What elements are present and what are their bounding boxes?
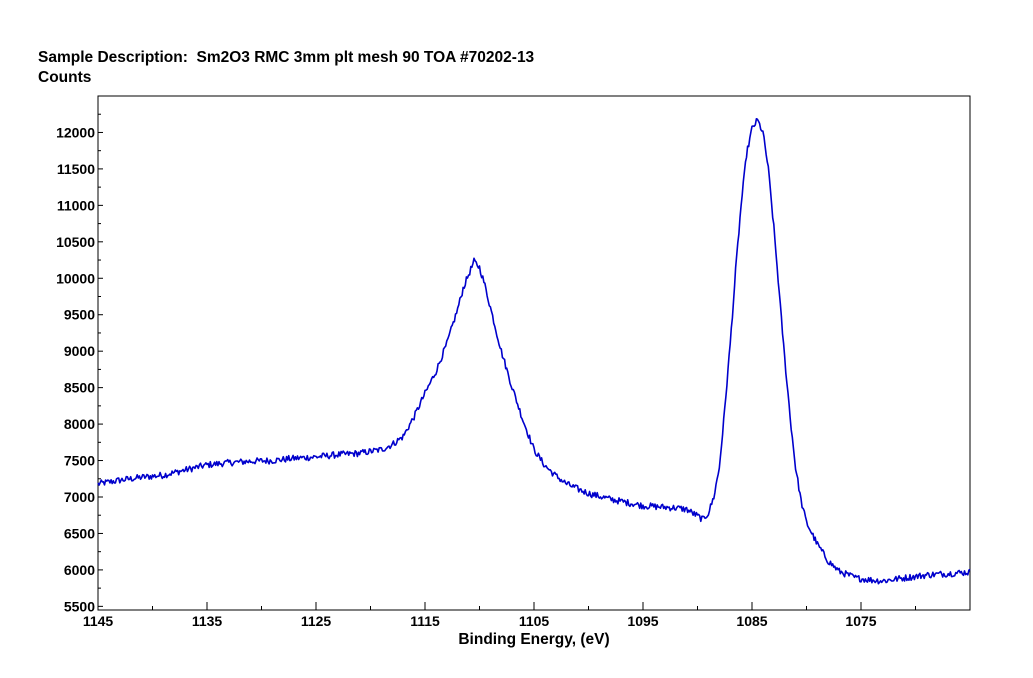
y-tick-label: 9000: [64, 343, 95, 359]
y-tick-label: 8000: [64, 416, 95, 432]
y-tick-label: 7000: [64, 489, 95, 505]
x-tick-label: 1075: [845, 613, 876, 629]
x-tick-label: 1115: [410, 613, 440, 629]
x-tick-label: 1135: [192, 613, 223, 629]
x-tick-label: 1105: [519, 613, 550, 629]
x-tick-label: 1125: [301, 613, 332, 629]
x-axis-label: Binding Energy, (eV): [458, 631, 609, 648]
spectrum-line: [97, 118, 971, 585]
y-tick-label: 10000: [56, 270, 95, 286]
x-tick-label: 1095: [627, 613, 658, 629]
y-tick-label: 7500: [64, 453, 95, 469]
x-tick-label: 1085: [736, 613, 767, 629]
y-tick-label: 6500: [64, 525, 95, 541]
y-axis: 5500 6000 6500 7000 7500 8000 8500 9000 9500 1000…: [56, 113, 103, 614]
y-tick-label: 5500: [64, 598, 95, 614]
y-tick-label: 11500: [57, 161, 95, 177]
plot-frame: [97, 95, 971, 611]
y-tick-label: 11000: [57, 197, 95, 213]
y-tick-label: 12000: [56, 124, 95, 140]
y-axis-label: Counts: [38, 69, 91, 86]
y-tick-label: 8500: [64, 380, 95, 396]
y-tick-label: 6000: [64, 562, 95, 578]
x-axis: 1145 1135 1125 1115 1105 1095 1085 1075: [83, 602, 916, 629]
y-tick-label: 9500: [64, 307, 95, 323]
y-tick-label: 10500: [56, 234, 95, 250]
x-tick-label: 1145: [83, 613, 114, 629]
page-title: Sample Description: Sm2O3 RMC 3mm plt me…: [38, 49, 535, 66]
